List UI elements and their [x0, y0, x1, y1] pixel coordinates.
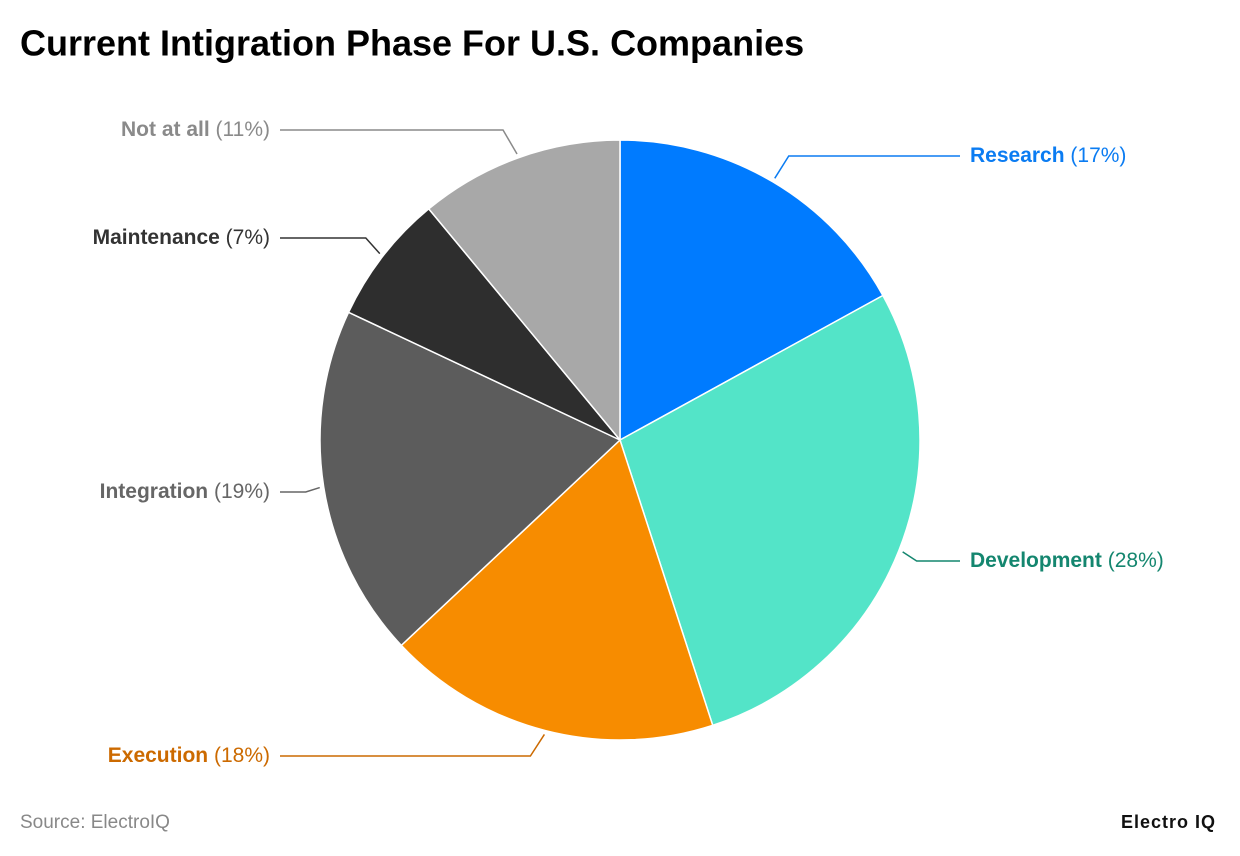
category-name: Execution — [108, 744, 208, 767]
data-label: Research (17%) — [970, 144, 1126, 167]
data-label: Execution (18%) — [108, 744, 270, 767]
category-name: Development — [970, 549, 1102, 572]
category-name: Maintenance — [93, 226, 220, 249]
leader-line — [280, 237, 381, 255]
leader-line — [280, 486, 320, 493]
value-label: (7%) — [226, 226, 270, 249]
data-label: Maintenance (7%) — [93, 226, 270, 249]
value-label: (28%) — [1108, 549, 1164, 572]
leader-line — [774, 155, 960, 179]
data-label: Not at all (11%) — [121, 118, 270, 141]
pie-slice — [619, 294, 921, 727]
pie-slice — [427, 139, 621, 443]
data-label: Development (28%) — [970, 549, 1164, 572]
source-note: Source: ElectroIQ — [20, 812, 170, 833]
leader-line — [280, 129, 518, 155]
chart-title: Current Intigration Phase For U.S. Compa… — [20, 23, 804, 64]
data-label: Integration (19%) — [100, 480, 270, 503]
pie-slice — [400, 438, 714, 741]
value-label: (11%) — [216, 118, 270, 141]
category-name: Research — [970, 144, 1065, 167]
leader-line — [280, 734, 546, 757]
category-name: Integration — [100, 480, 209, 503]
value-label: (17%) — [1070, 144, 1126, 167]
leader-line — [902, 551, 960, 562]
category-name: Not at all — [121, 118, 210, 141]
value-label: (19%) — [214, 480, 270, 503]
brand-logo: Electro IQ — [1121, 812, 1216, 832]
pie-slice — [619, 139, 884, 442]
value-label: (18%) — [214, 744, 270, 767]
pie-slice — [347, 207, 621, 441]
pie-slice — [319, 311, 622, 647]
